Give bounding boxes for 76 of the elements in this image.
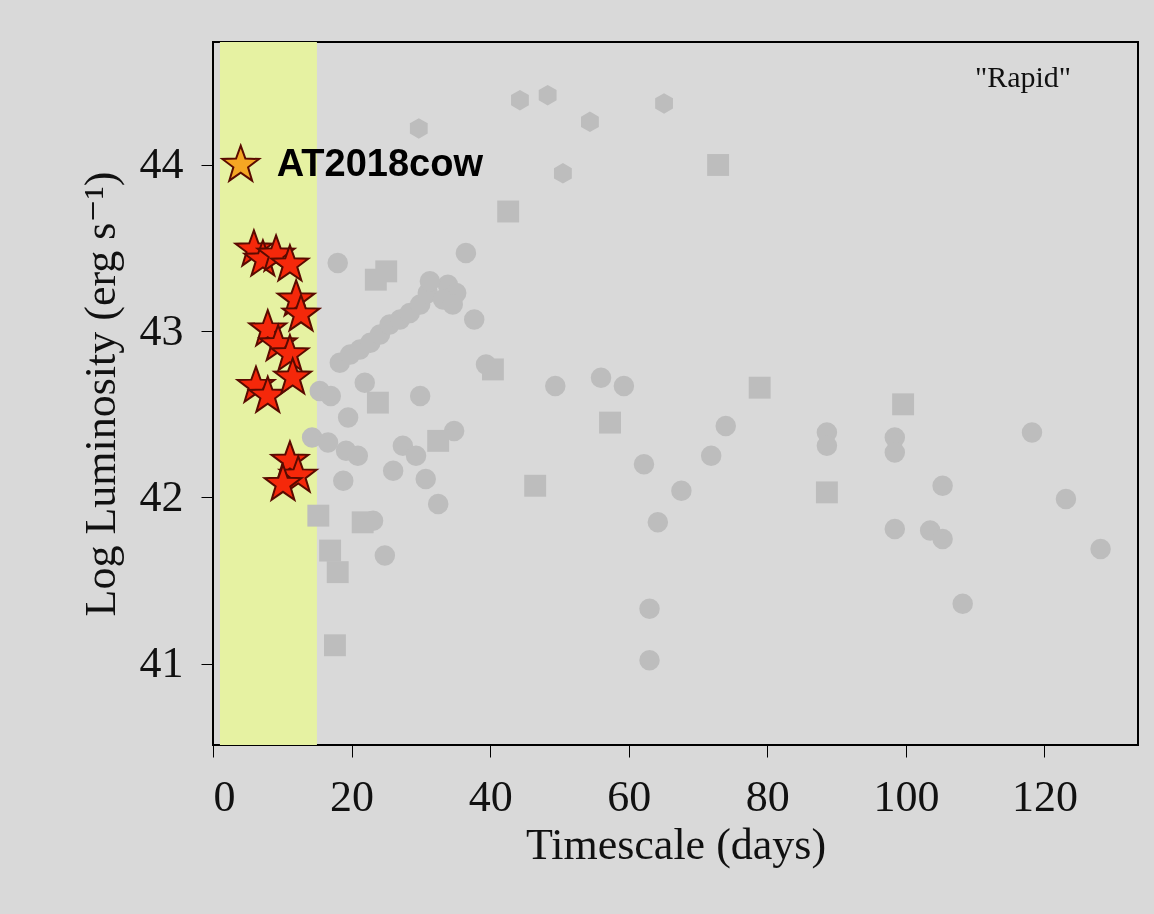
point xyxy=(455,242,477,264)
point xyxy=(301,427,323,448)
y-tick-label: 43 xyxy=(139,305,184,355)
point xyxy=(1090,538,1111,560)
point xyxy=(317,432,339,453)
y-axis-title: Log Luminosity (erg s⁻¹) xyxy=(75,171,125,617)
x-tick-label: 80 xyxy=(745,771,790,821)
point xyxy=(281,294,321,332)
point xyxy=(351,511,374,534)
point xyxy=(884,518,906,540)
point xyxy=(405,445,427,467)
point xyxy=(354,372,375,393)
point xyxy=(307,504,330,527)
point xyxy=(639,650,660,671)
point xyxy=(221,144,261,182)
point xyxy=(932,528,953,550)
y-tick-label: 42 xyxy=(139,471,184,521)
x-tick-label: 40 xyxy=(468,771,513,821)
point xyxy=(427,493,449,515)
point xyxy=(366,391,389,414)
point xyxy=(415,468,436,490)
point xyxy=(671,480,692,501)
point xyxy=(639,598,660,619)
point xyxy=(511,89,529,111)
point xyxy=(553,163,572,184)
point xyxy=(892,393,915,416)
x-tick-label: 20 xyxy=(330,771,375,821)
annotation: "Rapid" xyxy=(974,60,1072,93)
point xyxy=(599,411,621,434)
point xyxy=(545,375,566,397)
point xyxy=(884,442,906,463)
x-tick-label: 120 xyxy=(1011,771,1078,821)
point xyxy=(538,84,557,106)
point xyxy=(364,268,387,291)
point xyxy=(497,200,520,223)
point xyxy=(337,407,359,428)
point xyxy=(374,545,396,566)
point xyxy=(633,453,655,475)
y-tick-label: 44 xyxy=(139,139,184,189)
point xyxy=(590,367,612,388)
point xyxy=(463,309,485,330)
point xyxy=(427,429,450,452)
point xyxy=(347,445,369,467)
point xyxy=(409,385,431,407)
point xyxy=(319,539,342,562)
point xyxy=(326,561,349,584)
point xyxy=(700,445,722,467)
x-tick-label: 100 xyxy=(873,771,940,821)
annotation: AT2018cow xyxy=(276,141,484,184)
point xyxy=(647,512,669,533)
point xyxy=(323,634,346,657)
point xyxy=(715,415,736,437)
point xyxy=(270,244,310,282)
point xyxy=(333,470,354,491)
point xyxy=(932,475,953,496)
point xyxy=(327,252,348,274)
point xyxy=(481,358,504,381)
point xyxy=(382,460,404,482)
point xyxy=(952,593,973,614)
x-axis-title: Timescale (days) xyxy=(525,819,827,869)
y-tick-label: 41 xyxy=(139,638,184,688)
point xyxy=(273,357,313,395)
point xyxy=(1055,488,1077,510)
point xyxy=(409,118,428,139)
point xyxy=(707,154,730,176)
point xyxy=(581,111,599,133)
x-tick-label: 60 xyxy=(607,771,652,821)
point xyxy=(748,376,771,399)
point xyxy=(815,481,838,504)
point xyxy=(320,385,342,407)
point xyxy=(1021,422,1043,443)
point xyxy=(263,463,303,501)
point xyxy=(524,474,547,497)
point xyxy=(613,375,635,397)
x-tick-label: 0 xyxy=(213,771,236,821)
point xyxy=(655,93,673,114)
